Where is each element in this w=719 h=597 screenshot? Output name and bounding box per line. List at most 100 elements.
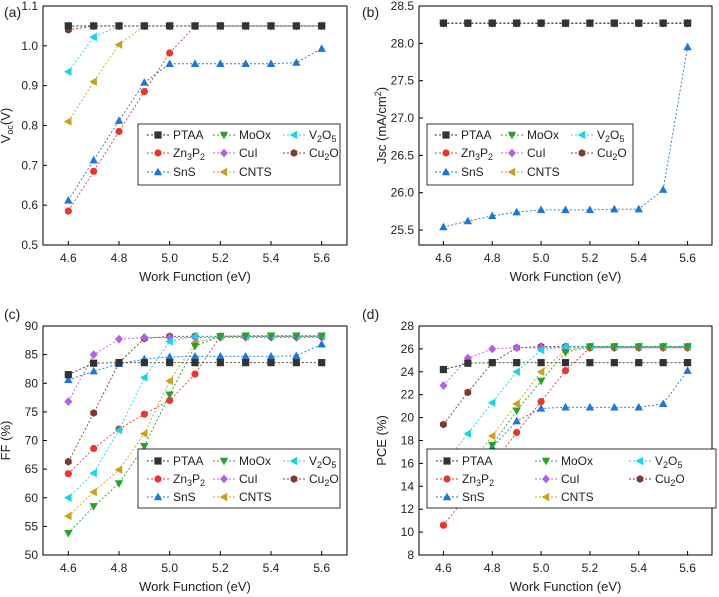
data-point-PTAA	[659, 359, 667, 367]
data-point-V2O5	[536, 345, 545, 355]
data-point-MoOx	[266, 332, 276, 341]
data-point-PTAA	[464, 359, 472, 367]
data-point-PTAA	[216, 359, 224, 367]
data-point-PTAA	[318, 359, 326, 367]
legend-marker-V2O5	[289, 456, 298, 466]
data-point-PTAA	[586, 359, 594, 367]
data-point-MoOx	[683, 343, 692, 352]
data-point-Zn3P2	[90, 167, 98, 175]
series-layer	[63, 21, 326, 215]
data-point-CuI	[140, 333, 149, 342]
data-point-V2O5	[561, 342, 569, 351]
data-point-SnS	[266, 59, 276, 67]
data-point-CNTS	[487, 431, 496, 441]
data-point-Cu2O	[440, 420, 447, 429]
data-point-SnS	[190, 351, 200, 360]
data-point-PTAA	[488, 19, 496, 27]
data-point-SnS	[585, 205, 595, 214]
data-point-PTAA	[488, 359, 496, 367]
data-point-SnS	[488, 211, 497, 220]
data-point-SnS	[634, 402, 643, 411]
data-point-MoOx	[561, 349, 570, 357]
legend-marker-Cu2O	[578, 149, 586, 157]
data-point-MoOx	[658, 343, 668, 352]
data-point-CNTS	[89, 487, 97, 497]
data-point-SnS	[292, 351, 301, 359]
y-tick-label: 20	[401, 411, 415, 425]
x-tick-label: 4.6	[435, 561, 452, 575]
x-axis-label: Work Function (eV)	[510, 579, 622, 594]
data-point-V2O5	[89, 32, 97, 42]
legend-marker-SnS	[442, 492, 452, 501]
data-point-PTAA	[610, 19, 618, 27]
y-tick-label: 28.0	[391, 36, 415, 50]
x-axis-label: Work Function (eV)	[139, 579, 251, 594]
data-point-SnS	[241, 351, 250, 360]
legend-label-Zn3P2: Zn3P2	[173, 146, 205, 162]
y-tick-label: 90	[25, 319, 39, 333]
x-tick-label: 4.8	[484, 561, 501, 575]
y-tick-label: 0.5	[21, 238, 38, 252]
y-tick-label: 10	[401, 525, 415, 539]
legend-label-MoOx: MoOx	[561, 454, 593, 468]
data-point-SnS	[658, 399, 668, 408]
legend-label-Zn3P2: Zn3P2	[462, 472, 494, 488]
legend-label-SnS: SnS	[173, 165, 196, 179]
data-point-PTAA	[115, 22, 123, 30]
data-point-PTAA	[267, 22, 275, 30]
x-tick-label: 5.4	[263, 251, 280, 265]
y-tick-label: 16	[401, 456, 415, 470]
data-point-PTAA	[561, 359, 570, 367]
legend-label-Cu2O: Cu2O	[597, 146, 627, 162]
data-point-SnS	[512, 207, 521, 216]
legend-box	[137, 123, 341, 186]
x-tick-label: 5.2	[212, 251, 229, 265]
data-point-SnS	[165, 59, 174, 67]
data-point-Zn3P2	[115, 127, 123, 136]
panel-b: 4.6 4.8 5.0 5.2 5.4 5.6 25.5 26.0 26.5 27.0 27.5 28…	[362, 0, 713, 284]
data-point-Zn3P2	[64, 207, 72, 215]
data-point-PTAA	[561, 19, 570, 27]
data-point-PTAA	[683, 19, 692, 27]
legend-marker-V2O5	[577, 130, 586, 140]
y-tick-label: 8	[407, 548, 414, 562]
data-point-PTAA	[635, 19, 643, 27]
y-tick-label: 0.6	[21, 198, 38, 212]
series-line-CNTS	[67, 25, 322, 122]
data-point-MoOx	[216, 333, 225, 341]
data-point-V2O5	[512, 367, 520, 376]
y-tick-label: 65	[25, 462, 39, 476]
data-point-V2O5	[89, 468, 97, 478]
data-point-SnS	[463, 216, 473, 225]
panel-c: 4.6 4.8 5.0 5.2 5.4 5.6 50 55 60 65 70 75 80 85 90 Work…	[0, 306, 348, 594]
legend-marker-PTAA	[154, 457, 162, 465]
data-point-SnS	[536, 404, 546, 412]
data-point-PTAA	[216, 22, 224, 30]
data-point-MoOx	[317, 332, 326, 341]
data-point-PTAA	[610, 359, 618, 367]
data-point-SnS	[266, 351, 276, 360]
data-point-Cu2O	[464, 388, 472, 397]
series-layer	[439, 342, 692, 529]
x-tick-label: 5.6	[313, 561, 330, 575]
y-tick-label: 55	[25, 519, 39, 533]
panel-d: 4.6 4.8 5.0 5.2 5.4 5.6 8 10 12 14 16 18 20 22 24 26 28 W…	[362, 306, 717, 594]
data-point-SnS	[89, 155, 98, 164]
legend-marker-CuI	[220, 148, 228, 158]
legend-label-SnS: SnS	[461, 165, 484, 179]
x-tick-label: 4.6	[435, 251, 452, 265]
data-point-SnS	[114, 116, 124, 124]
data-point-PTAA	[292, 359, 300, 367]
y-tick-label: 28.5	[391, 0, 415, 13]
data-point-MoOx	[610, 343, 619, 352]
data-point-Zn3P2	[90, 444, 98, 453]
legend: PTAA MoOx V2O5 Zn3P2 CuI Cu2O SnS CNTS	[426, 123, 634, 186]
legend-label-MoOx: MoOx	[239, 128, 271, 142]
data-point-SnS	[658, 185, 668, 193]
data-point-MoOx	[190, 342, 200, 351]
data-point-MoOx	[114, 480, 124, 488]
y-tick-label: 75	[25, 405, 39, 419]
data-point-SnS	[610, 402, 619, 411]
data-point-PTAA	[242, 22, 250, 30]
